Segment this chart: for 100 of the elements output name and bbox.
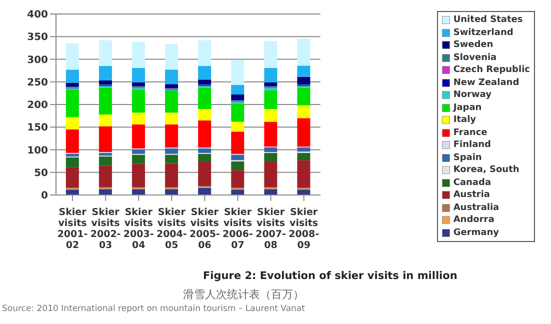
bar bbox=[264, 82, 278, 86]
bar bbox=[98, 114, 112, 126]
legend-label: Canada bbox=[452, 176, 492, 189]
legend-label: Norway bbox=[452, 89, 492, 102]
bar bbox=[198, 66, 212, 80]
y-tick-label: 400 bbox=[27, 10, 48, 21]
bar bbox=[98, 88, 112, 114]
bar bbox=[132, 149, 145, 154]
y-tick-label: 350 bbox=[27, 32, 48, 44]
bar bbox=[98, 80, 112, 85]
bar bbox=[198, 120, 212, 148]
legend-label: Germany bbox=[452, 226, 500, 239]
text: Figure 2: Evolution of skier visits in million bbox=[203, 270, 458, 282]
bar bbox=[132, 124, 145, 148]
y-tick-label: 50 bbox=[34, 168, 48, 179]
bar bbox=[231, 190, 244, 195]
bar bbox=[132, 68, 145, 82]
bar bbox=[66, 43, 79, 70]
y-tick-label: 250 bbox=[27, 77, 48, 88]
x-tick-label: Skier visits 2007-08 bbox=[256, 207, 286, 251]
legend-label: Finland bbox=[452, 139, 492, 152]
bar bbox=[165, 84, 178, 88]
bar bbox=[264, 68, 278, 82]
bar bbox=[165, 70, 178, 84]
bar bbox=[264, 189, 278, 195]
bar bbox=[231, 170, 244, 188]
bar bbox=[98, 189, 112, 195]
legend-label: New Zealand bbox=[452, 76, 520, 89]
bar bbox=[165, 154, 178, 164]
bar bbox=[231, 154, 244, 160]
bar bbox=[66, 82, 79, 87]
bar bbox=[264, 152, 278, 162]
bar bbox=[198, 80, 212, 85]
bar bbox=[132, 189, 145, 195]
bar bbox=[264, 147, 278, 152]
bar bbox=[198, 188, 212, 195]
bar bbox=[231, 162, 244, 170]
bar bbox=[98, 166, 112, 188]
bar bbox=[98, 152, 112, 156]
bar bbox=[165, 90, 178, 113]
bar bbox=[231, 94, 244, 100]
x-tick-label: Skier visits 2001-02 bbox=[57, 207, 88, 251]
legend-label: France bbox=[452, 126, 488, 139]
legend-label: Austria bbox=[452, 189, 491, 202]
bar bbox=[297, 152, 310, 160]
bar bbox=[297, 66, 310, 77]
bar bbox=[98, 66, 112, 81]
bar bbox=[165, 163, 178, 188]
bar bbox=[231, 104, 244, 122]
x-tick-label: Skier visits 2008-09 bbox=[288, 207, 320, 251]
bar bbox=[297, 105, 310, 118]
legend-label: Spain bbox=[452, 152, 483, 164]
bar bbox=[132, 154, 145, 164]
legend-label: United States bbox=[452, 14, 524, 26]
bar bbox=[198, 162, 212, 186]
bar bbox=[297, 76, 310, 85]
legend-label: Australia bbox=[452, 202, 500, 214]
bar bbox=[297, 118, 310, 147]
bar bbox=[132, 42, 145, 68]
bar bbox=[165, 44, 178, 70]
bar bbox=[66, 70, 79, 83]
legend-label: Slovenia bbox=[452, 52, 498, 64]
legend-label: Korea, South bbox=[452, 164, 520, 176]
bar bbox=[132, 112, 145, 124]
legend-label: Switzerland bbox=[452, 26, 514, 39]
bar bbox=[98, 40, 112, 66]
bar bbox=[66, 154, 79, 157]
bar bbox=[231, 85, 244, 95]
bar bbox=[66, 190, 79, 195]
bar bbox=[264, 122, 278, 147]
y-tick-label: 100 bbox=[27, 145, 48, 156]
legend-label: Sweden bbox=[452, 39, 494, 52]
bar bbox=[165, 124, 178, 148]
bar bbox=[297, 88, 310, 106]
y-tick-label: 300 bbox=[27, 54, 48, 66]
bar bbox=[264, 90, 278, 110]
text: 滑雪人次统计表（百万） bbox=[183, 287, 304, 302]
bar bbox=[198, 40, 212, 66]
bar bbox=[264, 162, 278, 188]
bar bbox=[297, 147, 310, 152]
bar bbox=[231, 60, 244, 86]
bar bbox=[132, 82, 145, 86]
bar bbox=[264, 41, 278, 68]
bar bbox=[165, 148, 178, 154]
bar bbox=[66, 129, 79, 153]
x-tick-label: Skier visits 2003-04 bbox=[123, 207, 154, 251]
y-tick-label: 200 bbox=[27, 100, 48, 112]
bar bbox=[231, 122, 244, 132]
bar bbox=[264, 88, 278, 90]
x-tick-label: Skier visits 2006-07 bbox=[222, 207, 253, 251]
x-tick-label: Skier visits 2002-03 bbox=[90, 207, 121, 251]
legend-label: Japan bbox=[452, 102, 483, 114]
bar bbox=[132, 164, 145, 188]
bar bbox=[297, 160, 310, 188]
bar bbox=[198, 88, 212, 110]
bar bbox=[198, 154, 212, 162]
bar bbox=[165, 112, 178, 124]
bar bbox=[66, 157, 79, 168]
bar bbox=[98, 156, 112, 166]
bar bbox=[231, 132, 244, 154]
